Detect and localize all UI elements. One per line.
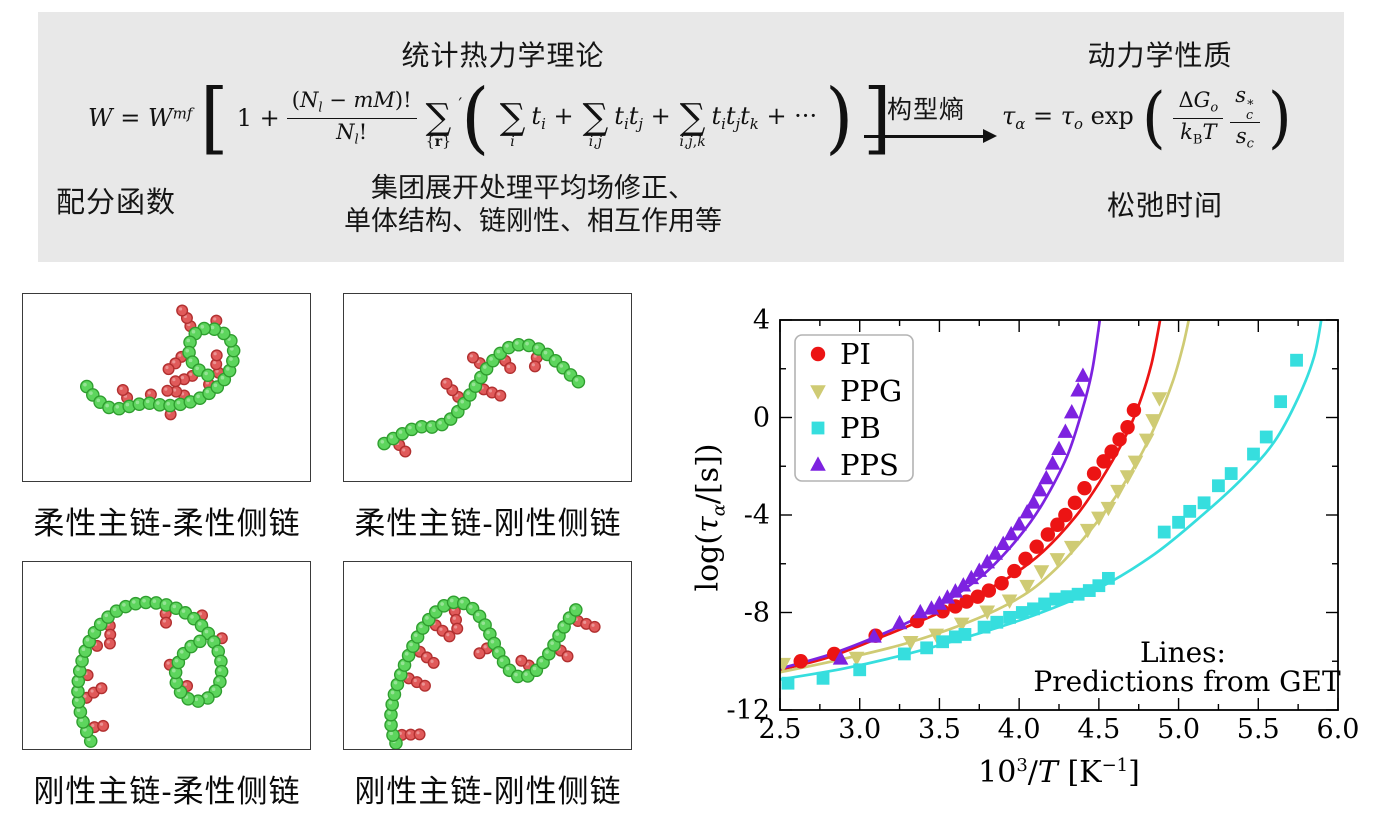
factorial-fraction: (Nl − mM)! Nl! — [286, 88, 417, 148]
formula-w-one-plus: 1 + — [236, 104, 280, 132]
config-entropy-arrow: 构型熵 — [860, 90, 997, 142]
cluster-note-line1: 集团展开处理平均场修正、 — [371, 173, 695, 203]
tau-left-paren: ( — [1141, 78, 1166, 156]
svg-text:PB: PB — [840, 411, 881, 445]
svg-text:PPG: PPG — [840, 374, 902, 408]
label-flex-rigid: 柔性主链-刚性侧链 — [354, 506, 622, 541]
relaxation-time-label: 松弛时间 — [1106, 190, 1223, 221]
y-axis-title: log(τα/[s]) — [690, 443, 730, 592]
molecule-panel-flex-rigid — [343, 293, 632, 482]
svg-text:-12: -12 — [727, 695, 770, 726]
svg-text:5.5: 5.5 — [1237, 714, 1280, 745]
sum-term-1: ∑ i ti + — [499, 96, 574, 151]
svg-text:3.0: 3.0 — [838, 714, 881, 745]
right-paren: ) — [825, 72, 854, 163]
svg-text:2.5: 2.5 — [759, 714, 802, 745]
right-arrow-icon — [864, 129, 997, 142]
svg-text:5.0: 5.0 — [1157, 714, 1200, 745]
svg-text:3.5: 3.5 — [918, 714, 961, 745]
molecule-panel-rigid-rigid — [343, 561, 632, 750]
chart-plot-area: 2.5 3.0 3.5 4.0 4.5 5.0 5.5 6.0 4 0 -4 -8 -12 PIPPGPB… — [727, 305, 1360, 745]
cluster-note-line2: 单体结构、链刚性、相互作用等 — [344, 206, 722, 236]
partition-function-label: 配分函数 — [56, 187, 177, 219]
cluster-expansion-note: 集团展开处理平均场修正、 单体结构、链刚性、相互作用等 — [238, 172, 828, 238]
left-paren: ( — [461, 72, 490, 163]
svg-text:4.0: 4.0 — [998, 714, 1041, 745]
partition-function-formula: W = Wmf [ 1 + (Nl − mM)! Nl! ∑ ′ {r} ( ∑ … — [88, 68, 892, 168]
label-rigid-rigid: 刚性主链-刚性侧链 — [354, 774, 622, 809]
energy-fraction: ΔGo kBT — [1173, 88, 1224, 148]
svg-text:PPS: PPS — [840, 448, 899, 482]
arrow-label: 构型熵 — [886, 96, 965, 124]
svg-text:6.0: 6.0 — [1317, 714, 1360, 745]
molecule-panel-flex-flex — [22, 293, 311, 482]
statistical-thermodynamics-title: 统计热力学理论 — [401, 40, 605, 71]
relaxation-time-formula: τα = τo exp ( ΔGo kBT s ∗ c sc ) — [1002, 68, 1292, 168]
svg-text:0: 0 — [753, 403, 770, 434]
svg-text:Lines:: Lines: — [1140, 636, 1226, 669]
svg-text:-4: -4 — [744, 500, 770, 531]
sum-term-2: ∑ i,j titj + — [582, 96, 671, 151]
entropy-fraction: s ∗ c sc — [1230, 83, 1260, 153]
left-bracket: [ — [200, 72, 229, 163]
sum-term-3: ∑ i,j,k titjtk + ··· — [679, 96, 818, 151]
formula-w-lhs: W = Wmf — [88, 104, 193, 132]
relaxation-chart: 2.5 3.0 3.5 4.0 4.5 5.0 5.5 6.0 4 0 -4 -8 -12 PI PPG PB… — [690, 295, 1378, 820]
tau-right-paren: ) — [1267, 78, 1292, 156]
svg-text:-8: -8 — [744, 598, 770, 629]
svg-text:4: 4 — [753, 305, 770, 336]
theory-panel: 统计热力学理论 动力学性质 W = Wmf [ 1 + (Nl − mM)! N… — [38, 12, 1344, 262]
svg-text:PI: PI — [840, 337, 871, 371]
dynamic-properties-title: 动力学性质 — [1087, 40, 1233, 71]
svg-text:4.5: 4.5 — [1077, 714, 1120, 745]
formula-tau-lhs: τα = τo exp — [1002, 102, 1134, 134]
svg-text:Predictions from GET: Predictions from GET — [1033, 665, 1341, 698]
right-bracket: ] — [862, 72, 891, 163]
x-axis-title: 103/T [K−1] — [978, 755, 1140, 790]
label-rigid-flex: 刚性主链-柔性侧链 — [33, 774, 301, 809]
molecule-panel-rigid-flex — [22, 561, 311, 750]
primed-sum: ∑ ′ {r} — [425, 94, 463, 151]
label-flex-flex: 柔性主链-柔性侧链 — [33, 506, 301, 541]
